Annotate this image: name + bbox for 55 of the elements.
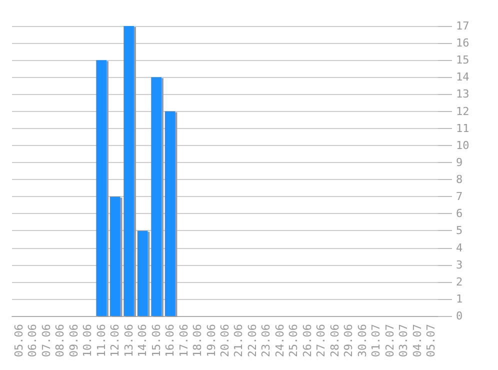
x-tick-label: 27.06 xyxy=(314,324,328,358)
x-tick-label: 25.06 xyxy=(287,324,300,358)
x-tick-label: 19.06 xyxy=(204,324,218,358)
y-tick-label: 14 xyxy=(456,70,470,84)
y-tick-label: 12 xyxy=(456,104,470,118)
x-tick-label: 08.06 xyxy=(54,324,67,358)
y-tick-label: 8 xyxy=(456,173,463,186)
x-tick-label: 22.06 xyxy=(246,324,259,358)
x-tick-label: 04.07 xyxy=(410,324,424,358)
y-tick-label: 7 xyxy=(456,190,463,204)
x-tick-label: 30.06 xyxy=(356,324,369,358)
x-tick-label: 24.06 xyxy=(273,324,286,358)
x-tick-label: 13.06 xyxy=(122,324,136,358)
y-tick-label: 10 xyxy=(456,138,470,152)
x-tick-label: 02.07 xyxy=(383,324,396,358)
y-tick-label: 0 xyxy=(456,310,463,322)
y-tick-label: 13 xyxy=(456,88,470,101)
bar xyxy=(164,111,176,316)
y-tick-label: 16 xyxy=(456,36,470,50)
bar xyxy=(151,77,162,316)
y-tick-label: 4 xyxy=(456,241,463,254)
x-tick-label: 20.06 xyxy=(218,324,232,358)
y-tick-label: 3 xyxy=(456,258,463,272)
x-tick-label: 09.06 xyxy=(67,324,80,358)
x-tick-label: 28.06 xyxy=(328,324,342,358)
bar xyxy=(110,196,120,316)
y-tick-label: 5 xyxy=(456,224,463,238)
x-tick-label: 14.06 xyxy=(136,324,150,358)
x-tick-label: 10.06 xyxy=(81,324,94,358)
x-tick-label: 07.06 xyxy=(40,324,53,358)
x-tick-label: 03.07 xyxy=(397,324,410,358)
x-tick-label: 23.06 xyxy=(260,324,273,358)
x-tick-label: 01.07 xyxy=(370,324,383,358)
bar xyxy=(96,60,106,316)
x-tick-label: 21.06 xyxy=(232,324,246,358)
y-tick-label: 6 xyxy=(456,207,463,220)
x-tick-label: 05.06 xyxy=(12,324,26,358)
x-tick-label: 17.06 xyxy=(177,324,190,358)
x-tick-label: 12.06 xyxy=(108,324,122,358)
x-tick-label: 15.06 xyxy=(150,324,163,358)
x-tick-label: 18.06 xyxy=(191,324,204,358)
x-tick-label: 29.06 xyxy=(342,324,356,358)
y-tick-label: 9 xyxy=(456,156,463,169)
bar xyxy=(137,230,148,316)
bar xyxy=(124,26,134,316)
x-tick-label: 05.07 xyxy=(424,324,438,358)
y-tick-label: 2 xyxy=(456,275,463,288)
x-tick-label: 06.06 xyxy=(26,324,40,358)
x-tick-label: 26.06 xyxy=(300,324,314,358)
y-tick-label: 15 xyxy=(456,54,470,67)
x-tick-label: 16.06 xyxy=(164,324,177,358)
y-tick-label: 1 xyxy=(456,292,463,306)
y-tick-label: 11 xyxy=(456,122,470,135)
x-tick-label: 11.06 xyxy=(94,324,108,358)
y-tick-label: 17 xyxy=(456,20,470,32)
